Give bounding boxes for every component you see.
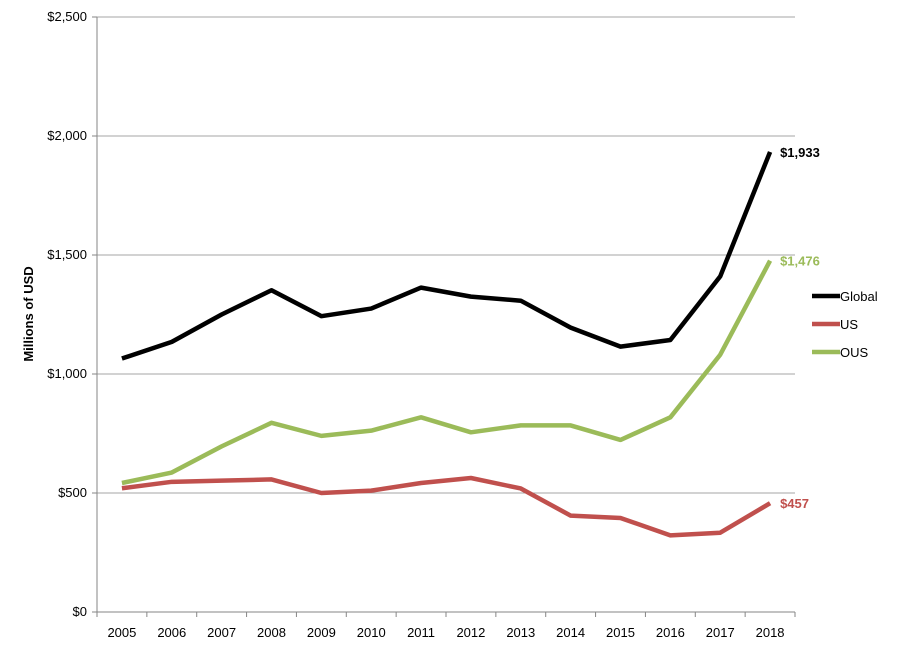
y-tick-labels: $0 $500 $1,000 $1,500 $2,000 $2,500 <box>47 9 87 619</box>
series-line-ous <box>121 259 773 486</box>
x-tick-label: 2011 <box>407 625 435 640</box>
axes <box>92 16 796 617</box>
y-tick-label: $2,000 <box>47 128 87 143</box>
series-line-us <box>121 475 772 538</box>
series-line-global <box>121 151 773 361</box>
legend-label-global: Global <box>840 289 878 304</box>
y-axis-title: Millions of USD <box>21 266 36 361</box>
end-label-us: $457 <box>780 496 809 511</box>
y-tick-label: $0 <box>73 604 87 619</box>
legend: Global US OUS <box>812 289 878 360</box>
end-labels: $1,933 $457 $1,476 <box>780 145 820 511</box>
x-tick-label: 2018 <box>756 625 785 640</box>
x-tick-label: 2014 <box>556 625 585 640</box>
y-tick-label: $2,500 <box>47 9 87 24</box>
y-tick-label: $1,500 <box>47 247 87 262</box>
x-tick-label: 2017 <box>706 625 735 640</box>
x-tick-labels: 2005 2006 2007 2008 2009 2010 2011 2012 2013 2014… <box>107 625 784 640</box>
legend-label-us: US <box>840 317 858 332</box>
y-tick-label: $1,000 <box>47 366 87 381</box>
x-tick-label: 2005 <box>107 625 136 640</box>
x-tick-label: 2013 <box>506 625 535 640</box>
x-tick-label: 2008 <box>257 625 286 640</box>
x-tick-label: 2015 <box>606 625 635 640</box>
gridlines <box>97 16 795 494</box>
end-label-global: $1,933 <box>780 145 820 160</box>
series-lines <box>121 151 773 538</box>
x-tick-label: 2010 <box>357 625 386 640</box>
x-tick-label: 2016 <box>656 625 685 640</box>
end-label-ous: $1,476 <box>780 254 820 269</box>
x-tick-label: 2007 <box>207 625 236 640</box>
x-tick-label: 2006 <box>157 625 186 640</box>
y-tick-label: $500 <box>58 485 87 500</box>
x-tick-label: 2012 <box>456 625 485 640</box>
x-tick-label: 2009 <box>307 625 336 640</box>
legend-label-ous: OUS <box>840 345 869 360</box>
